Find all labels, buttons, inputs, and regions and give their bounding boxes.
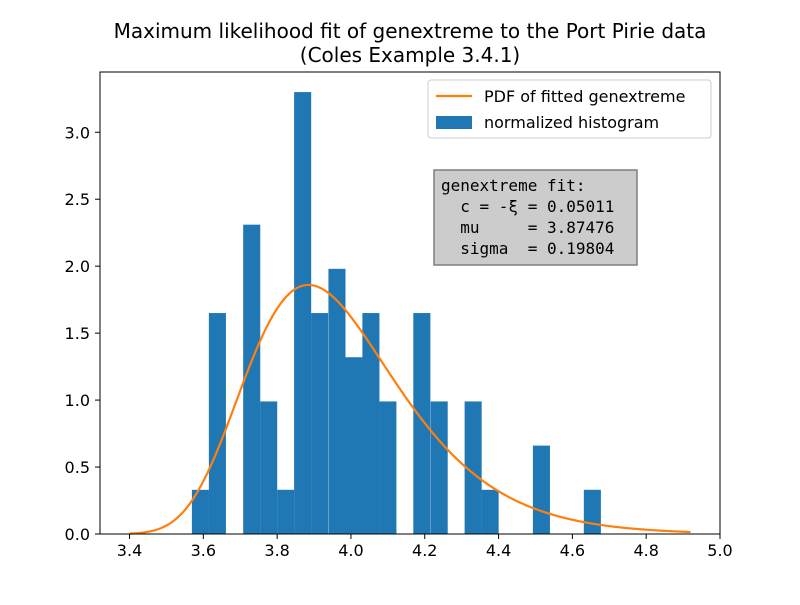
legend-histogram-label: normalized histogram: [484, 113, 659, 132]
fit-line-c: c = -ξ = 0.05011: [441, 197, 614, 216]
histogram-bar: [413, 313, 431, 534]
x-tick-label: 4.2: [412, 541, 437, 560]
histogram-bar: [379, 401, 397, 534]
fit-line-mu: mu = 3.87476: [441, 218, 614, 237]
legend-frame: [427, 79, 712, 139]
histogram-bar: [430, 401, 448, 534]
legend-histogram-swatch: [436, 116, 472, 129]
x-tick-label: 3.6: [191, 541, 216, 560]
x-tick-label: 3.4: [117, 541, 142, 560]
y-tick-label: 2.0: [65, 257, 90, 276]
x-tick-label: 3.8: [264, 541, 289, 560]
histogram-bar: [294, 92, 312, 534]
chart-title: Maximum likelihood fit of genextreme to …: [114, 19, 707, 43]
histogram-bars: [191, 92, 601, 534]
y-axis-ticks: 0.0 0.5 1.0 1.5 2.0 2.5 3.0: [65, 123, 100, 544]
pdf-curve: [129, 283, 691, 535]
histogram-bar: [362, 313, 380, 534]
y-tick-label: 2.5: [65, 190, 90, 209]
y-tick-label: 3.0: [65, 123, 90, 142]
histogram-bar: [464, 401, 482, 534]
chart-subtitle: (Coles Example 3.4.1): [300, 43, 520, 67]
x-tick-label: 4.0: [338, 541, 363, 560]
pdf-curve-layer: [129, 283, 691, 535]
y-tick-label: 0.0: [65, 525, 90, 544]
x-tick-label: 5.0: [707, 541, 732, 560]
histogram-bar: [583, 489, 601, 534]
fit-line-heading: genextreme fit:: [441, 176, 586, 195]
y-tick-label: 0.5: [65, 458, 90, 477]
y-tick-label: 1.5: [65, 324, 90, 343]
histogram-bar: [532, 445, 550, 534]
x-tick-label: 4.8: [633, 541, 658, 560]
histogram-bar: [191, 489, 209, 534]
x-tick-label: 4.6: [560, 541, 585, 560]
histogram-bar: [328, 268, 346, 534]
histogram-bar: [208, 313, 226, 534]
fit-annotation-box: [433, 169, 638, 266]
histogram-bar: [243, 224, 261, 534]
fit-line-sigma: sigma = 0.19804: [441, 239, 614, 258]
histogram-bar: [277, 489, 295, 534]
histogram-bar: [345, 357, 363, 534]
plot-frame: [99, 71, 721, 535]
legend: PDF of fitted genextreme normalized hist…: [427, 79, 712, 139]
y-tick-label: 1.0: [65, 391, 90, 410]
histogram-bar: [481, 489, 499, 534]
x-tick-label: 4.4: [486, 541, 511, 560]
x-axis-ticks: 3.4 3.6 3.8 4.0 4.2 4.4 4.6 4.8 5.0: [117, 534, 733, 560]
fit-annotation: genextreme fit: c = -ξ = 0.05011 mu = 3.…: [433, 169, 638, 266]
legend-pdf-label: PDF of fitted genextreme: [484, 87, 685, 106]
histogram-bar: [311, 313, 329, 534]
histogram-bar: [260, 401, 278, 534]
